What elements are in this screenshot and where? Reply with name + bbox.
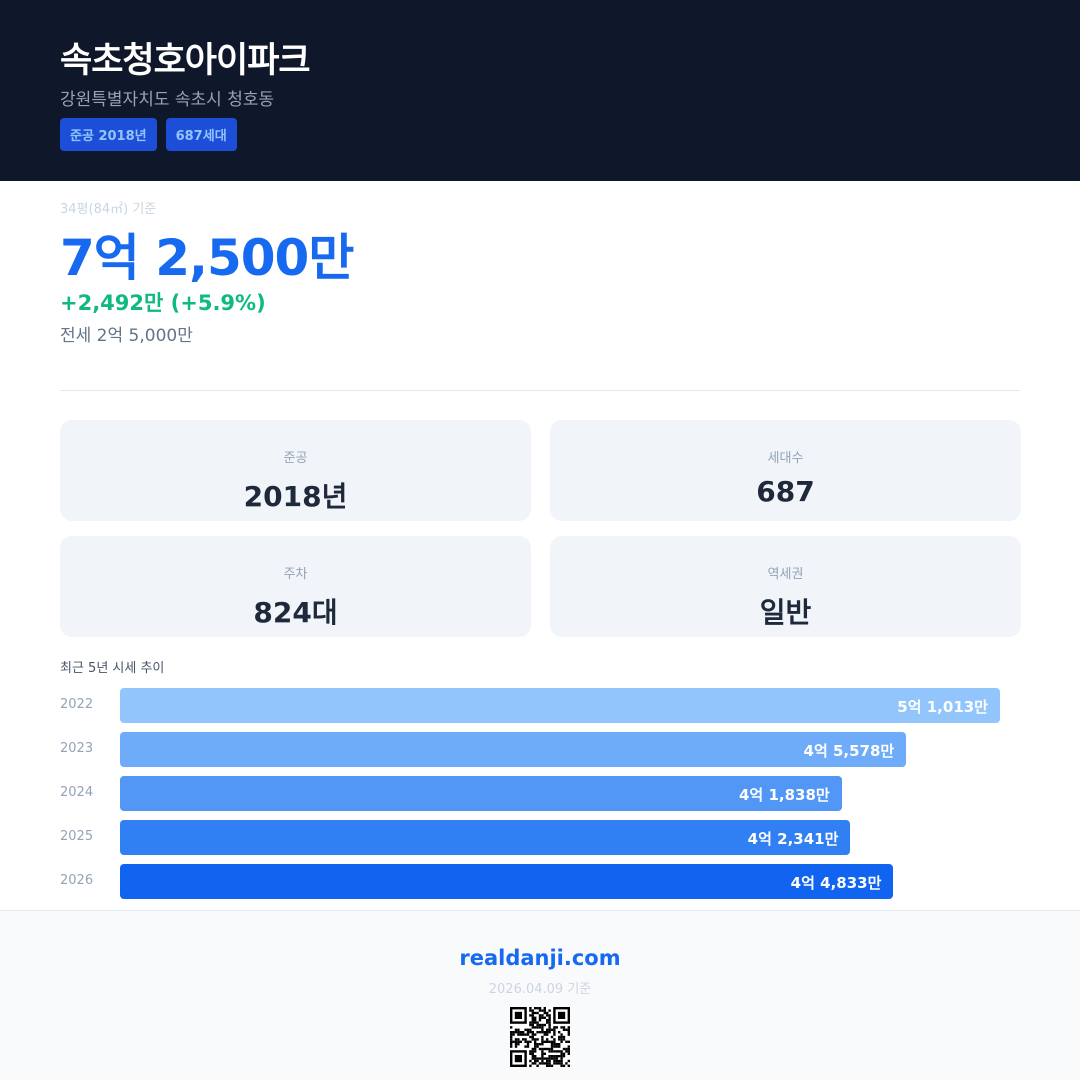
sale-price: 7억 2,500만 (60, 229, 354, 287)
header: 속초청호아이파크 강원특별자치도 속초시 청호동 준공 2018년 687세대 (0, 0, 1080, 181)
bar-row: 2024 4억 1,838만 (60, 776, 1020, 811)
tag-households: 687세대 (165, 118, 237, 151)
stat-card-station: 역세권 일반 (550, 536, 1021, 637)
data-date: 2026.04.09 기준 (488, 982, 592, 997)
tag-built-year: 준공 2018년 (60, 118, 157, 151)
bar-value-label: 4억 2,341만 (747, 830, 839, 848)
stat-label: 준공 (283, 451, 308, 466)
year-label: 2025 (60, 829, 94, 844)
year-label: 2022 (60, 697, 94, 712)
stat-label: 역세권 (767, 567, 804, 582)
bar-value-label: 4억 1,838만 (739, 786, 830, 804)
bar-row: 2023 4억 5,578만 (60, 732, 1020, 767)
address: 강원특별자치도 속초시 청호동 (60, 90, 275, 110)
bar-value-label: 5억 1,013만 (897, 698, 988, 716)
stat-value: 일반 (759, 596, 812, 629)
footer: realdanji.com 2026.04.09 기준 (0, 910, 1080, 1080)
bar: 4억 4,833만 (120, 864, 894, 899)
bar: 4억 1,838만 (120, 776, 842, 811)
year-label: 2026 (60, 873, 94, 888)
bar: 5억 1,013만 (120, 688, 1000, 723)
stat-value: 2018년 (243, 480, 348, 513)
stat-card-parking: 주차 824대 (60, 536, 531, 637)
tags: 준공 2018년 687세대 (60, 118, 237, 151)
bar: 4억 5,578만 (120, 732, 907, 767)
divider (60, 390, 1020, 391)
stat-card-built: 준공 2018년 (60, 420, 531, 521)
bar-row: 2026 4억 4,833만 (60, 864, 1020, 899)
year-label: 2023 (60, 741, 94, 756)
stat-label: 주차 (283, 567, 308, 582)
qr-code[interactable] (510, 1007, 570, 1067)
stat-label: 세대수 (767, 451, 804, 466)
bar-value-label: 4억 5,578만 (803, 742, 895, 760)
page-title: 속초청호아이파크 (60, 41, 311, 81)
bar: 4억 2,341만 (120, 820, 851, 855)
site-link[interactable]: realdanji.com (459, 946, 621, 970)
stat-card-households: 세대수 687 (550, 420, 1021, 521)
price-basis: 34평(84㎡) 기준 (60, 202, 157, 217)
bar-row: 2022 5억 1,013만 (60, 688, 1020, 723)
chart-title: 최근 5년 시세 추이 (60, 661, 165, 676)
year-label: 2024 (60, 785, 94, 800)
stat-value: 824대 (253, 596, 338, 629)
bar-row: 2025 4억 2,341만 (60, 820, 1020, 855)
bar-value-label: 4억 4,833만 (790, 874, 882, 892)
jeonse-price: 전세 2억 5,000만 (60, 326, 193, 346)
stat-value: 687 (756, 475, 815, 508)
price-change: +2,492만 (+5.9%) (60, 291, 266, 315)
